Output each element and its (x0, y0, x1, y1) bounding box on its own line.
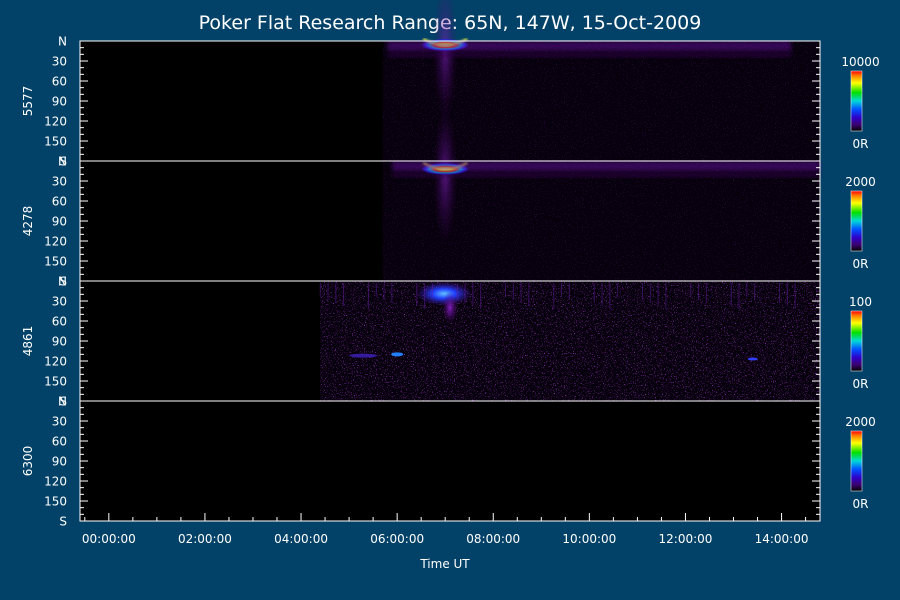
y-tick-label: 150 (44, 495, 67, 509)
y-tick-label: 90 (52, 335, 67, 349)
colorbar (850, 430, 863, 492)
panel-4278: N 30 60 90 120 150 S 4278 2000 0R (21, 105, 876, 289)
y-tick-label: 120 (44, 115, 67, 129)
emission-band (392, 161, 820, 171)
colorbar-max-label: 2000 (845, 415, 876, 429)
y-tick-label: N (58, 275, 67, 289)
noise-texture (320, 281, 820, 401)
y-tick-label: S (59, 155, 67, 169)
colorbar-min-label: 0R (853, 377, 869, 391)
x-tick-label: 04:00:00 (274, 532, 328, 546)
y-tick-label: 150 (44, 135, 67, 149)
plot-area (80, 401, 820, 521)
panel-ylabel: 6300 (21, 446, 35, 477)
y-tick-label: 120 (44, 235, 67, 249)
y-tick-label: 120 (44, 475, 67, 489)
peak-column (433, 0, 458, 121)
panel-ylabel: 5577 (21, 86, 35, 117)
panel-4861: N 30 60 90 120 150 S 4861 100 0R (21, 275, 872, 409)
x-axis: 00:00:00 02:00:00 04:00:00 06:00:00 08:00:00… (82, 513, 809, 546)
colorbar (850, 190, 863, 252)
x-tick-label: 02:00:00 (178, 532, 232, 546)
y-tick-label: S (59, 515, 67, 529)
x-tick-label: 14:00:00 (755, 532, 809, 546)
y-tick-label: N (58, 35, 67, 49)
y-tick-label: 150 (44, 255, 67, 269)
y-tick-label: 30 (52, 415, 67, 429)
y-tick-label: N (58, 395, 67, 409)
x-axis-label: Time UT (419, 557, 470, 571)
faint-patch (391, 352, 404, 357)
y-tick-label: 60 (52, 195, 67, 209)
emission-band (387, 41, 792, 51)
panels: N 30 60 90 120 150 S 5577 10000 0R N 30 60 90 120 150 S 4… (21, 0, 880, 529)
y-tick-label: 90 (52, 455, 67, 469)
colorbar-min-label: 0R (853, 137, 869, 151)
colorbar-max-label: 2000 (845, 175, 876, 189)
emission-band-fade (392, 171, 820, 178)
y-tick-label: 30 (52, 55, 67, 69)
x-tick-label: 00:00:00 (82, 532, 136, 546)
faint-patch (349, 353, 378, 358)
x-tick-label: 12:00:00 (659, 532, 713, 546)
y-tick-label: 30 (52, 175, 67, 189)
y-tick-label: 90 (52, 95, 67, 109)
colorbar-min-label: 0R (853, 257, 869, 271)
emission-band-fade (387, 51, 792, 58)
peak-tail (442, 291, 458, 324)
colorbar-max-label: 100 (849, 295, 872, 309)
x-tick-label: 10:00:00 (562, 532, 616, 546)
y-tick-label: 120 (44, 355, 67, 369)
y-tick-label: 60 (52, 75, 67, 89)
y-tick-label: 90 (52, 215, 67, 229)
colorbar-min-label: 0R (853, 497, 869, 511)
x-tick-label: 06:00:00 (370, 532, 424, 546)
x-tick-label: 08:00:00 (466, 532, 520, 546)
y-tick-label: 30 (52, 295, 67, 309)
y-tick-label: 150 (44, 375, 67, 389)
colorbar (850, 70, 863, 132)
panel-ylabel: 4278 (21, 206, 35, 237)
panel-6300: N 30 60 90 120 150 S 6300 2000 0R (21, 395, 876, 529)
y-tick-label: N (58, 155, 67, 169)
y-tick-label: 60 (52, 435, 67, 449)
colorbar-max-label: 10000 (841, 55, 879, 69)
y-tick-label: 60 (52, 315, 67, 329)
y-tick-label: S (59, 275, 67, 289)
faint-patch (747, 357, 758, 361)
peak-glow (416, 281, 472, 306)
panel-ylabel: 4861 (21, 326, 35, 357)
colorbar (850, 310, 863, 372)
y-tick-label: S (59, 395, 67, 409)
